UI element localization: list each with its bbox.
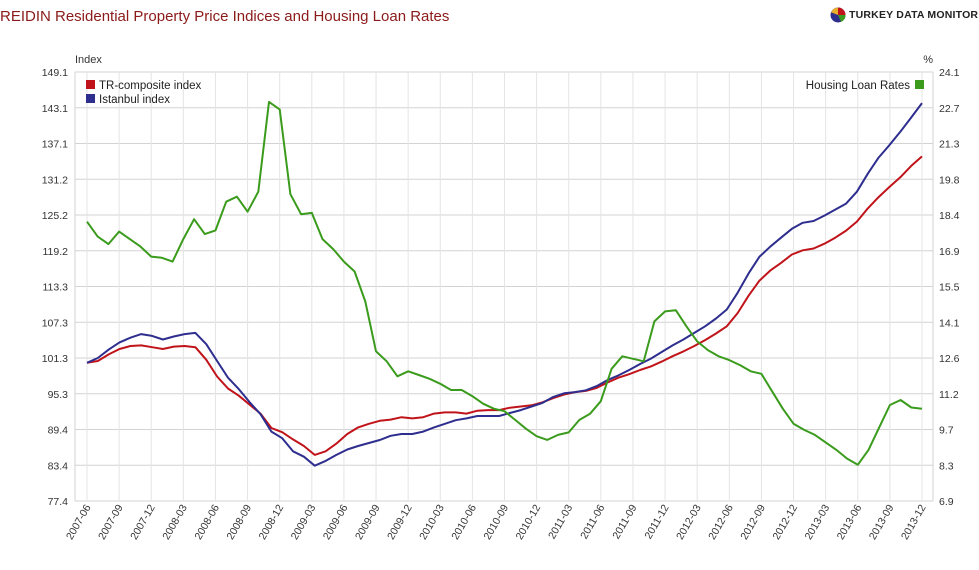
x-tick-label: 2011-03 xyxy=(546,502,575,541)
x-tick-label: 2010-09 xyxy=(481,502,511,542)
y-tick-right: 21.3 xyxy=(939,139,960,151)
y-tick-left: 125.2 xyxy=(42,210,68,222)
y-tick-right: 18.4 xyxy=(939,210,960,222)
pie-logo-icon xyxy=(830,7,846,23)
y-tick-right: 6.9 xyxy=(939,496,954,508)
series-line-istanbul-index xyxy=(86,102,923,467)
x-tick-label: 2009-09 xyxy=(353,502,383,542)
legend: TR-composite index Istanbul index Housing … xyxy=(86,80,924,106)
y-tick-left: 77.4 xyxy=(48,496,69,508)
grid-lines xyxy=(74,71,934,502)
x-tick-label: 2010-03 xyxy=(417,502,447,542)
x-tick-label: 2012-09 xyxy=(738,502,768,542)
x-tick-label: 2008-03 xyxy=(160,502,190,542)
x-tick-label: 2012-03 xyxy=(674,502,704,542)
x-tick-label: 2012-06 xyxy=(706,502,736,542)
x-tick-label: 2007-12 xyxy=(128,502,158,542)
x-tick-label: 2009-03 xyxy=(289,502,319,542)
x-axis: 2007-06 2007-09 2007-12 2008-03 2008-06 2008-… xyxy=(64,502,929,542)
y-tick-right: 15.5 xyxy=(939,282,960,294)
x-tick-label: 2013-09 xyxy=(867,502,897,542)
x-tick-label: 2008-09 xyxy=(225,502,255,542)
y-tick-left: 113.3 xyxy=(43,282,69,294)
y-tick-left: 101.3 xyxy=(42,353,68,365)
x-tick-label: 2011-06 xyxy=(578,502,607,541)
y-tick-left: 137.1 xyxy=(42,139,68,151)
y-tick-right: 11.2 xyxy=(939,389,959,401)
y-axis-right: 6.9 8.3 9.7 11.2 12.6 14.1 15.5 16.9 18.4 19.8 21.… xyxy=(939,67,960,508)
y-tick-left: 149.1 xyxy=(42,67,68,79)
x-tick-label: 2012-12 xyxy=(770,502,800,542)
y-tick-left: 107.3 xyxy=(42,317,68,329)
x-tick-label: 2008-12 xyxy=(257,502,287,542)
y-axis-left-label: Index xyxy=(75,54,102,66)
brand-name: TURKEY DATA MONITOR xyxy=(849,9,979,21)
series-line-housing-loan-rates xyxy=(86,100,923,466)
y-tick-right: 9.7 xyxy=(939,425,954,437)
x-tick-label: 2010-06 xyxy=(449,502,479,542)
series-lines xyxy=(86,100,923,467)
y-tick-right: 24.1 xyxy=(939,67,960,79)
y-tick-left: 95.3 xyxy=(48,389,69,401)
legend-swatch xyxy=(86,80,95,89)
x-tick-label: 2009-12 xyxy=(385,502,415,542)
series-line-tr-composite-index xyxy=(86,155,923,456)
y-axis-right-label: % xyxy=(923,54,933,66)
legend-item: Istanbul index xyxy=(99,94,170,106)
x-tick-label: 2007-09 xyxy=(96,502,126,542)
y-tick-right: 19.8 xyxy=(939,174,960,186)
x-tick-label: 2009-06 xyxy=(321,502,351,542)
x-tick-label: 2011-09 xyxy=(610,502,639,541)
y-tick-right: 14.1 xyxy=(939,317,960,329)
x-tick-label: 2011-12 xyxy=(642,502,671,541)
y-tick-left: 143.1 xyxy=(42,103,68,115)
y-tick-left: 131.2 xyxy=(42,174,68,186)
y-tick-left: 89.4 xyxy=(48,425,69,437)
legend-item: Housing Loan Rates xyxy=(806,80,910,92)
legend-item: TR-composite index xyxy=(99,80,202,92)
y-tick-left: 83.4 xyxy=(48,460,69,472)
y-tick-right: 16.9 xyxy=(939,246,960,258)
y-tick-right: 8.3 xyxy=(939,460,954,472)
y-axis-left: 77.4 83.4 89.4 95.3 101.3 107.3 113.3 119.2 125.… xyxy=(42,67,68,508)
legend-swatch xyxy=(915,80,924,89)
x-tick-label: 2007-06 xyxy=(64,502,94,542)
chart-title: REIDIN Residential Property Price Indice… xyxy=(0,8,450,25)
legend-swatch xyxy=(86,94,95,103)
x-tick-label: 2008-06 xyxy=(192,502,222,542)
y-tick-right: 12.6 xyxy=(939,353,960,365)
x-tick-label: 2013-12 xyxy=(899,502,929,542)
x-tick-label: 2013-06 xyxy=(835,502,865,542)
x-tick-label: 2010-12 xyxy=(514,502,544,542)
x-tick-label: 2013-03 xyxy=(803,502,833,542)
y-tick-right: 22.7 xyxy=(939,103,960,115)
y-tick-left: 119.2 xyxy=(43,246,69,258)
brand-logo[interactable]: TURKEY DATA MONITOR xyxy=(830,6,978,24)
